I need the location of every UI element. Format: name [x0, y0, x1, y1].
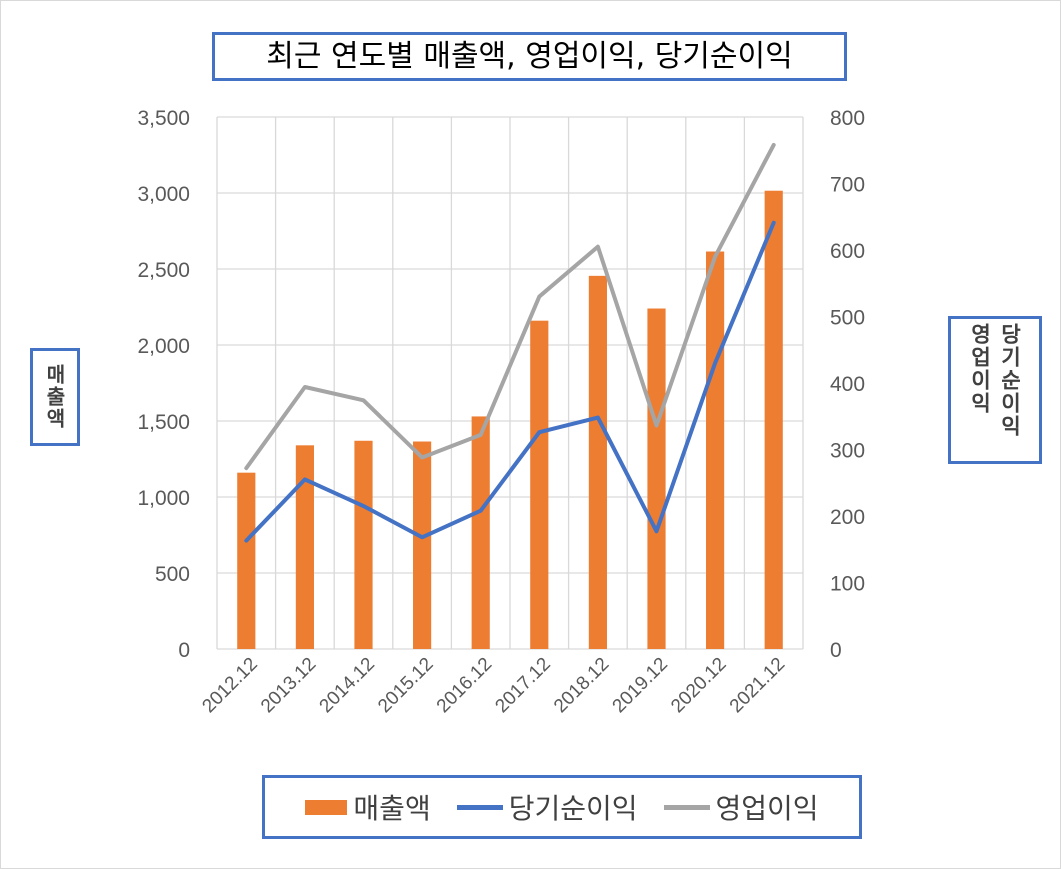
y-right-tick-label: 300 [830, 440, 865, 463]
bar-revenue [471, 416, 490, 649]
y-right-tick-label: 200 [830, 506, 865, 529]
x-tick-label: 2015.12 [374, 654, 437, 717]
legend-label-operating-income: 영업이익 [715, 792, 819, 825]
legend-swatch-operating-income [663, 804, 710, 810]
bar-revenue [647, 308, 666, 649]
legend-item-net-income: 당기순이익 [456, 787, 638, 827]
legend-swatch-revenue [305, 799, 348, 815]
y-left-tick-label: 0 [178, 639, 190, 662]
y-right-tick-label: 700 [830, 174, 865, 197]
y-left-tick-label: 1,000 [137, 487, 190, 510]
bar-revenue [295, 445, 314, 649]
y-right-tick-label: 100 [830, 573, 865, 596]
y-right-tick-label: 400 [830, 373, 865, 396]
y-right-tick-label: 500 [830, 307, 865, 330]
line-net-income [244, 220, 776, 543]
x-tick-label: 2019.12 [609, 654, 672, 717]
x-tick-label: 2021.12 [726, 654, 789, 717]
x-tick-label: 2020.12 [667, 654, 730, 717]
x-tick-label: 2018.12 [550, 654, 613, 717]
x-tick-label: 2014.12 [316, 654, 379, 717]
right-axis-label-text: 당기순이익 영업이익 [968, 323, 1022, 438]
y-left-tick-label: 2,500 [137, 259, 190, 282]
bar-revenue [413, 441, 432, 649]
x-tick-label: 2012.12 [198, 654, 261, 717]
y-left-tick-label: 3,000 [137, 183, 190, 206]
x-tick-label: 2017.12 [491, 654, 554, 717]
legend-item-revenue: 매출액 [305, 787, 431, 827]
legend-label-revenue: 매출액 [353, 792, 431, 825]
y-right-tick-label: 600 [830, 240, 865, 263]
bar-revenue [530, 320, 549, 649]
bar-revenue [764, 190, 783, 649]
y-left-tick-label: 500 [155, 563, 190, 586]
left-axis-label-text: 매출액 [42, 364, 67, 430]
y-left-tick-label: 2,000 [137, 335, 190, 358]
bar-revenue [354, 440, 373, 649]
bar-revenue [588, 275, 607, 649]
legend-label-net-income: 당기순이익 [508, 792, 638, 825]
y-right-tick-label: 0 [830, 639, 842, 662]
right-axis-label: 당기순이익 영업이익 [948, 316, 1042, 464]
chart-title: 최근 연도별 매출액, 영업이익, 당기순이익 [212, 32, 847, 81]
x-tick-label: 2013.12 [257, 654, 320, 717]
bar-revenue [706, 251, 725, 649]
x-tick-label: 2016.12 [433, 654, 496, 717]
legend-item-operating-income: 영업이익 [663, 787, 819, 827]
y-left-tick-label: 3,500 [137, 107, 190, 130]
bar-revenue [237, 472, 256, 649]
left-axis-label: 매출액 [30, 348, 80, 446]
legend: 매출액 당기순이익 영업이익 [262, 775, 862, 839]
y-left-tick-label: 1,500 [137, 411, 190, 434]
line-operating-income [244, 142, 776, 471]
legend-swatch-net-income [456, 804, 503, 810]
y-right-tick-label: 800 [830, 107, 865, 130]
